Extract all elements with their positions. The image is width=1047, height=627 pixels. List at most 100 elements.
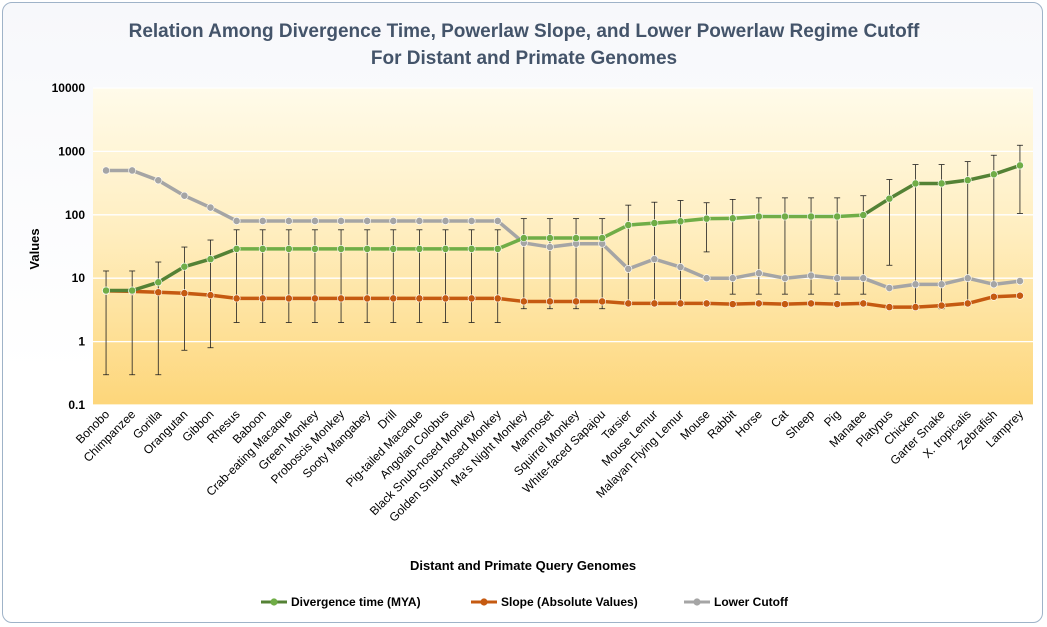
slope-point — [911, 303, 920, 312]
slope-point — [702, 299, 711, 308]
legend-swatch-marker — [693, 598, 701, 606]
slope-line-segment — [861, 301, 892, 309]
x-tick-label: Horse — [732, 407, 765, 440]
lower-cutoff-point — [676, 263, 685, 271]
slope-point — [781, 300, 789, 309]
divergence-time-point — [963, 176, 972, 185]
divergence-time-line-segment — [965, 172, 996, 182]
divergence-time-point — [258, 244, 267, 253]
slope-point — [963, 299, 972, 308]
lower-cutoff-line-segment — [861, 276, 892, 290]
y-tick-label: 10000 — [52, 81, 86, 95]
slope-point — [598, 297, 607, 306]
lower-cutoff-point — [1016, 277, 1024, 286]
lower-cutoff-point — [833, 274, 842, 283]
slope-line-segment — [965, 294, 996, 306]
divergence-time-point — [180, 262, 189, 271]
lower-cutoff-point — [728, 274, 737, 283]
divergence-time-point — [911, 179, 920, 188]
divergence-time-point — [519, 234, 528, 242]
lower-cutoff-line-segment — [809, 273, 839, 280]
lower-cutoff-point — [284, 217, 293, 225]
divergence-time-point — [102, 286, 110, 295]
slope-point — [284, 294, 293, 303]
slope-point — [676, 299, 685, 308]
lower-cutoff-point — [467, 217, 476, 225]
legend-label: Slope (Absolute Values) — [501, 595, 638, 609]
slope-point — [415, 294, 424, 303]
lower-cutoff-point — [859, 274, 868, 283]
slope-line-segment — [809, 301, 839, 306]
divergence-time-point — [676, 217, 685, 226]
divergence-time-point — [128, 286, 137, 295]
lower-cutoff-point — [415, 217, 424, 225]
lower-cutoff-line-segment — [548, 241, 578, 249]
slope-point — [493, 294, 502, 303]
lower-cutoff-point — [232, 217, 241, 225]
divergence-time-point — [311, 244, 319, 253]
divergence-time-line-segment — [626, 221, 657, 227]
divergence-time-point — [232, 244, 241, 253]
lower-cutoff-point — [624, 265, 633, 273]
slope-point — [885, 303, 894, 312]
legend: Divergence time (MYA) Slope (Absolute Val… — [261, 595, 789, 609]
lower-cutoff-point — [363, 217, 372, 225]
divergence-time-point — [154, 278, 163, 287]
slope-point — [859, 299, 868, 308]
lower-cutoff-line-segment — [887, 282, 918, 290]
divergence-time-point — [206, 255, 215, 264]
chart-title-line-2: For Distant and Primate Genomes — [371, 48, 677, 69]
lower-cutoff-point — [807, 271, 815, 280]
lower-cutoff-line-segment — [939, 276, 970, 287]
slope-line-segment — [992, 293, 1022, 299]
divergence-time-point — [1016, 161, 1024, 170]
slope-point — [833, 300, 842, 309]
y-axis-ticks: 0.1 1 10 100 1000 10000 — [52, 81, 86, 412]
divergence-time-point — [807, 212, 815, 221]
legend-label: Lower Cutoff — [714, 595, 789, 609]
lower-cutoff-point — [102, 166, 110, 175]
slope-line-segment — [704, 301, 735, 306]
divergence-time-point — [415, 244, 424, 253]
divergence-time-line-segment — [182, 257, 213, 269]
divergence-time-point — [284, 244, 293, 253]
divergence-time-point — [859, 211, 868, 219]
legend-swatch-marker — [480, 598, 488, 606]
divergence-time-line-segment — [887, 181, 918, 201]
slope-point — [206, 291, 215, 300]
lower-cutoff-line-segment — [626, 257, 657, 271]
lower-cutoff-point — [937, 280, 946, 289]
lower-cutoff-point — [311, 217, 319, 225]
divergence-time-point — [781, 212, 789, 221]
divergence-time-point — [441, 244, 450, 253]
slope-line-segment — [495, 296, 526, 304]
legend-swatch-marker — [270, 598, 278, 606]
divergence-time-line-segment — [835, 213, 866, 219]
slope-point — [1016, 291, 1024, 300]
divergence-time-point — [467, 244, 476, 253]
lower-cutoff-point — [650, 255, 659, 264]
lower-cutoff-line-segment — [992, 279, 1022, 287]
gridlines — [93, 87, 1033, 406]
series-markers — [102, 161, 1024, 312]
x-tick-label: Rabbit — [704, 407, 739, 442]
slope-point — [258, 294, 267, 303]
divergence-time-point — [546, 234, 554, 242]
divergence-time-line-segment — [495, 236, 526, 251]
divergence-time-point — [702, 214, 711, 223]
y-tick-label: 10 — [72, 271, 86, 285]
slope-point — [650, 299, 659, 308]
lower-cutoff-point — [754, 269, 763, 278]
slope-point — [232, 294, 241, 303]
divergence-time-line-segment — [861, 196, 892, 217]
divergence-time-line-segment — [130, 280, 161, 293]
divergence-time-point — [598, 234, 607, 242]
divergence-time-line-segment — [156, 264, 187, 285]
slope-point — [180, 289, 189, 298]
slope-point — [754, 299, 763, 308]
lower-cutoff-point — [258, 217, 267, 225]
slope-point — [311, 294, 319, 303]
slope-line-segment — [939, 301, 970, 308]
slope-point — [989, 292, 998, 301]
lower-cutoff-point — [963, 274, 972, 283]
